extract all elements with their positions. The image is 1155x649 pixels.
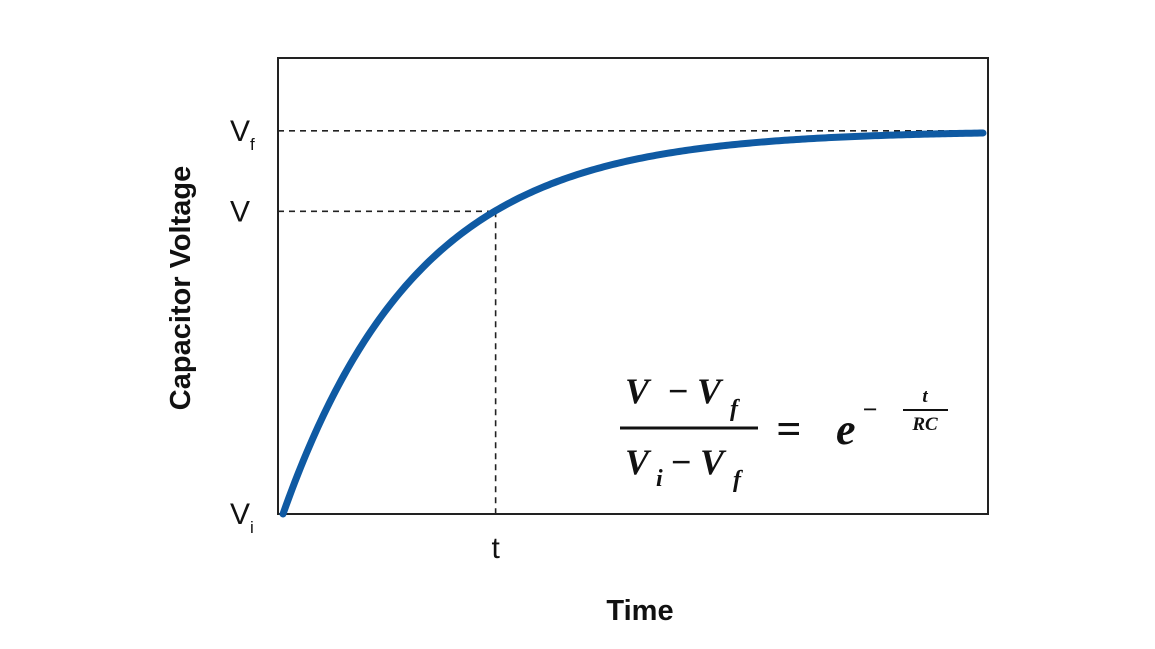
series-group <box>279 129 987 518</box>
x-axis-title: Time <box>606 595 673 627</box>
y-tick-labels: Vf V Vi <box>230 115 255 537</box>
eq-base: e <box>836 405 856 454</box>
eq-den-right: V <box>700 442 727 482</box>
reference-lines <box>278 130 983 519</box>
eq-equals: = <box>776 405 801 454</box>
x-tick-labels: t <box>491 532 500 565</box>
series-line-capacitor-voltage <box>279 129 987 518</box>
eq-den-left-sub: i <box>656 466 663 492</box>
rc-equation: V − V f V i − V f = e − t RC <box>620 371 948 493</box>
eq-num-minus: − <box>667 371 689 411</box>
eq-exp-num: t <box>922 386 928 407</box>
eq-exp-minus: − <box>862 395 878 424</box>
eq-den-right-sub: f <box>733 467 743 493</box>
eq-exp-den: RC <box>911 414 938 435</box>
y-tick-label-i: Vi <box>230 498 254 537</box>
eq-den-minus: − <box>670 442 692 482</box>
x-tick-label-t: t <box>491 532 500 565</box>
eq-den-left: V <box>625 442 652 482</box>
eq-num-right-sub: f <box>730 396 740 422</box>
plot-frame <box>277 57 989 515</box>
eq-num-right: V <box>697 371 724 411</box>
y-tick-label-f: Vf <box>230 115 255 154</box>
y-axis-title: Capacitor Voltage <box>165 166 197 410</box>
y-tick-label-v: V <box>230 195 250 228</box>
eq-num-left: V <box>625 371 652 411</box>
